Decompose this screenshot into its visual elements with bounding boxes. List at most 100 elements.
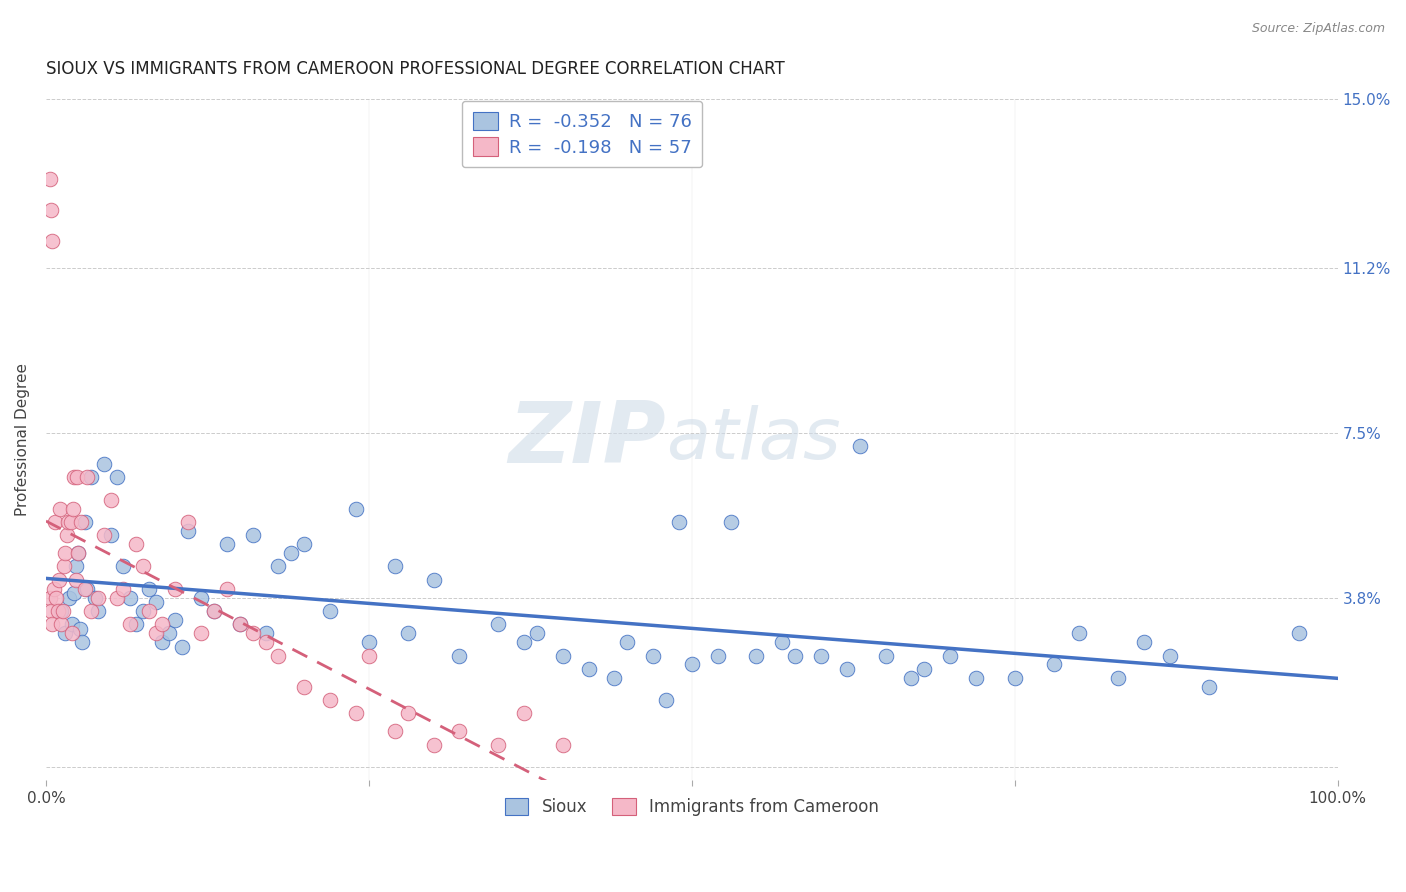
Point	[1042, 657, 1064, 672]
Point	[118, 617, 141, 632]
Point	[357, 648, 380, 663]
Point	[53, 546, 76, 560]
Point	[1288, 626, 1310, 640]
Point	[1133, 635, 1156, 649]
Point	[125, 617, 148, 632]
Point	[616, 635, 638, 649]
Point	[720, 515, 742, 529]
Point	[229, 617, 252, 632]
Point	[80, 470, 103, 484]
Point	[65, 573, 87, 587]
Point	[1107, 671, 1129, 685]
Point	[810, 648, 832, 663]
Point	[60, 626, 83, 640]
Point	[486, 617, 509, 632]
Point	[38, 591, 60, 605]
Point	[70, 635, 93, 649]
Point	[513, 706, 536, 721]
Point	[603, 671, 626, 685]
Point	[578, 662, 600, 676]
Point	[100, 492, 122, 507]
Point	[86, 591, 108, 605]
Point	[42, 582, 65, 596]
Point	[145, 626, 167, 640]
Point	[770, 635, 793, 649]
Point	[1069, 626, 1091, 640]
Point	[118, 591, 141, 605]
Point	[242, 626, 264, 640]
Point	[41, 617, 63, 632]
Point	[65, 559, 87, 574]
Point	[170, 640, 193, 654]
Point	[165, 613, 187, 627]
Point	[422, 738, 444, 752]
Point	[73, 582, 96, 596]
Point	[745, 648, 768, 663]
Point	[449, 724, 471, 739]
Point	[125, 537, 148, 551]
Point	[384, 559, 406, 574]
Point	[44, 515, 66, 529]
Y-axis label: Professional Degree: Professional Degree	[15, 363, 30, 516]
Point	[242, 528, 264, 542]
Point	[254, 635, 277, 649]
Point	[177, 515, 200, 529]
Point	[912, 662, 935, 676]
Point	[67, 546, 90, 560]
Point	[66, 470, 89, 484]
Point	[49, 501, 72, 516]
Point	[150, 635, 173, 649]
Point	[215, 582, 238, 596]
Point	[93, 457, 115, 471]
Point	[60, 617, 83, 632]
Point	[51, 604, 73, 618]
Point	[319, 693, 342, 707]
Point	[165, 582, 187, 596]
Point	[105, 470, 128, 484]
Text: SIOUX VS IMMIGRANTS FROM CAMEROON PROFESSIONAL DEGREE CORRELATION CHART: SIOUX VS IMMIGRANTS FROM CAMEROON PROFES…	[46, 60, 785, 78]
Point	[48, 573, 70, 587]
Point	[138, 604, 160, 618]
Point	[63, 470, 86, 484]
Point	[254, 626, 277, 640]
Text: ZIP: ZIP	[509, 398, 666, 481]
Point	[1198, 680, 1220, 694]
Point	[551, 738, 574, 752]
Point	[267, 559, 290, 574]
Point	[280, 546, 302, 560]
Point	[105, 591, 128, 605]
Point	[202, 604, 225, 618]
Point	[70, 515, 93, 529]
Point	[655, 693, 678, 707]
Point	[52, 604, 75, 618]
Point	[449, 648, 471, 663]
Point	[215, 537, 238, 551]
Point	[319, 604, 342, 618]
Point	[53, 626, 76, 640]
Point	[112, 582, 135, 596]
Point	[396, 706, 419, 721]
Point	[150, 617, 173, 632]
Point	[706, 648, 728, 663]
Text: Source: ZipAtlas.com: Source: ZipAtlas.com	[1251, 22, 1385, 36]
Point	[76, 582, 98, 596]
Point	[785, 648, 807, 663]
Point	[67, 546, 90, 560]
Point	[132, 604, 155, 618]
Point	[939, 648, 962, 663]
Point	[157, 626, 180, 640]
Point	[668, 515, 690, 529]
Point	[267, 648, 290, 663]
Point	[80, 604, 103, 618]
Point	[62, 501, 84, 516]
Point	[965, 671, 987, 685]
Point	[63, 586, 86, 600]
Point	[55, 528, 77, 542]
Point	[357, 635, 380, 649]
Point	[138, 582, 160, 596]
Point	[86, 604, 108, 618]
Point	[177, 524, 200, 538]
Point	[849, 439, 872, 453]
Point	[38, 171, 60, 186]
Point	[53, 559, 76, 574]
